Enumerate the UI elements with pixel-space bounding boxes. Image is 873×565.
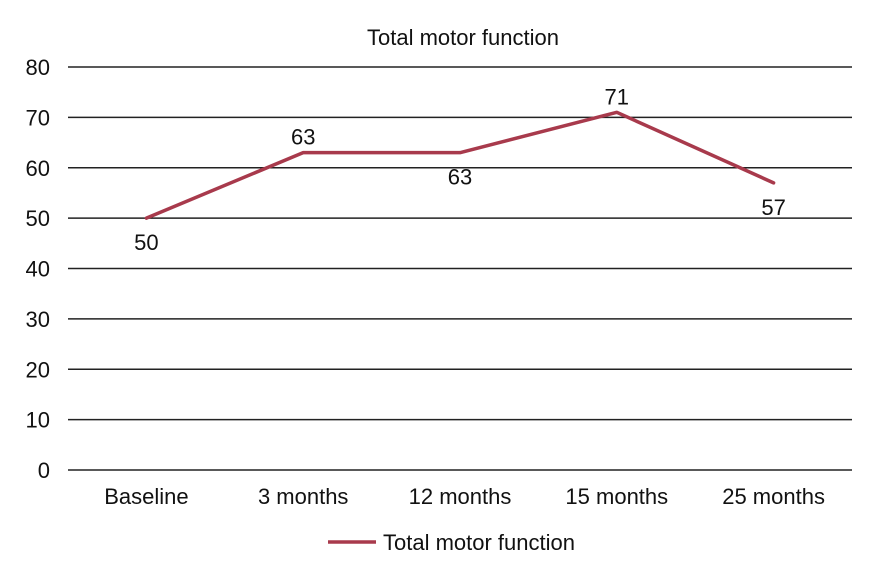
y-tick-label: 20	[26, 357, 50, 382]
y-tick-label: 10	[26, 408, 50, 433]
y-tick-label: 30	[26, 307, 50, 332]
data-label: 50	[134, 230, 158, 255]
gridlines	[68, 66, 852, 471]
chart-title: Total motor function	[367, 25, 559, 50]
y-tick-label: 60	[26, 156, 50, 181]
series-line	[144, 110, 776, 220]
x-tick-label: 3 months	[258, 484, 349, 509]
y-tick-label: 50	[26, 206, 50, 231]
x-tick-label: 15 months	[565, 484, 668, 509]
x-axis-tick-labels: Baseline 3 months 12 months 15 months 25 mon…	[104, 484, 825, 509]
y-axis-tick-labels: 0 10 20 30 40 50 60 70 80	[26, 55, 50, 483]
y-tick-label: 0	[38, 458, 50, 483]
legend: Total motor function	[328, 530, 575, 555]
x-tick-label: 12 months	[409, 484, 512, 509]
y-tick-label: 80	[26, 55, 50, 80]
data-labels: 50 63 63 71 57	[134, 84, 786, 255]
data-label: 57	[761, 195, 785, 220]
x-tick-label: Baseline	[104, 484, 188, 509]
y-tick-label: 40	[26, 257, 50, 282]
data-label: 71	[605, 84, 629, 109]
x-tick-label: 25 months	[722, 484, 825, 509]
y-tick-label: 70	[26, 105, 50, 130]
data-label: 63	[448, 165, 472, 190]
series-lines	[144, 110, 776, 220]
legend-label: Total motor function	[383, 530, 575, 555]
data-label: 63	[291, 125, 315, 150]
